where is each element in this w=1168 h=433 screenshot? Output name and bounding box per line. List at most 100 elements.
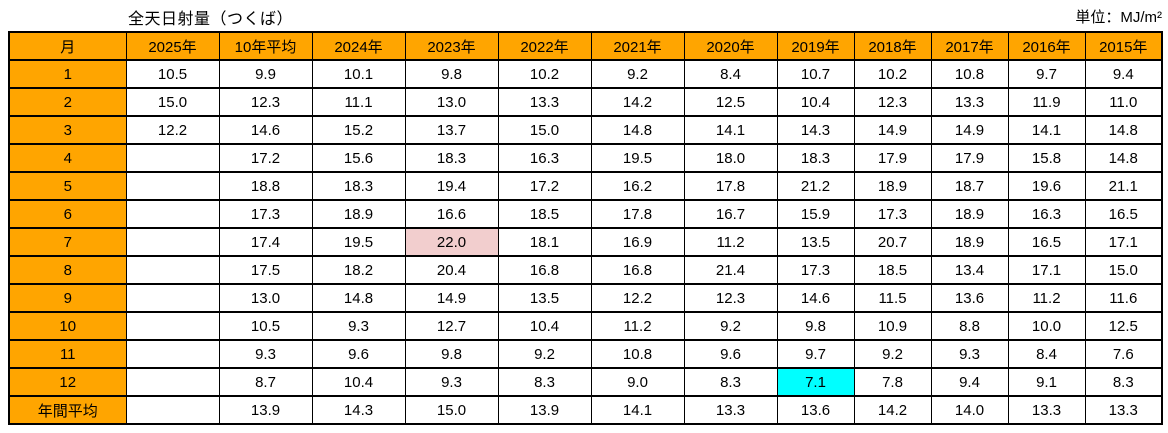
table-cell [125,367,220,397]
table-cell: 10.4 [311,367,406,397]
table-cell: 9.0 [590,367,685,397]
table-cell: 15.6 [311,143,406,173]
unit-label: 単位：MJ/m² [1075,9,1162,26]
table-row: 6 17.3 18.9 16.6 18.5 17.8 16.7 15.9 17.3 18.9 16.… [8,199,1163,229]
table-cell: 20.4 [404,255,499,285]
column-header: 2021年 [590,31,685,61]
row-label: 年間平均 [8,395,127,425]
table-cell: 13.0 [218,283,313,313]
table-cell: 19.6 [1007,171,1086,201]
row-label: 5 [8,171,127,201]
table-cell: 12.7 [404,311,499,341]
table-cell: 17.8 [590,199,685,229]
table-cell: 17.9 [853,143,932,173]
table-cell: 10.4 [497,311,592,341]
row-label: 4 [8,143,127,173]
table-cell: 9.2 [683,311,778,341]
table-cell: 9.3 [311,311,406,341]
table-row: 7 17.4 19.5 22.0 18.1 16.9 11.2 13.5 20.7 18.9 16.… [8,227,1163,257]
table-row: 10 10.5 9.3 12.7 10.4 11.2 9.2 9.8 10.9 8.8 10.0 12… [8,311,1163,341]
table-cell: 13.7 [404,115,499,145]
table-cell: 19.5 [590,143,685,173]
table-cell: 9.8 [404,59,499,89]
table-cell: 9.6 [683,339,778,369]
table-cell: 16.3 [497,143,592,173]
page-title: 全天日射量（つくば） [128,11,294,28]
table-cell: 11.0 [1084,87,1163,117]
table-cell: 18.0 [683,143,778,173]
row-label: 3 [8,115,127,145]
table-cell: 14.1 [683,115,778,145]
table-cell: 14.9 [853,115,932,145]
table-cell: 12.2 [590,283,685,313]
column-header: 月 [8,31,127,61]
table-cell: 13.0 [404,87,499,117]
table-cell: 14.9 [930,115,1009,145]
column-header: 2025年 [125,31,220,61]
table-cell: 11.2 [1007,283,1086,313]
table-cell: 9.2 [853,339,932,369]
table-cell: 11.5 [853,283,932,313]
table-cell: 16.8 [497,255,592,285]
table-cell [125,199,220,229]
table-cell [125,171,220,201]
table-cell: 16.5 [1084,199,1163,229]
table-cell [125,143,220,173]
table-cell: 17.3 [776,255,855,285]
table-cell: 16.9 [590,227,685,257]
table-cell: 9.7 [1007,59,1086,89]
column-header: 10年平均 [218,31,313,61]
table-cell: 13.5 [497,283,592,313]
table-cell [125,227,220,257]
table-cell: 12.2 [125,115,220,145]
table-cell: 9.6 [311,339,406,369]
table-cell: 10.9 [853,311,932,341]
table-cell: 18.2 [311,255,406,285]
table-cell: 14.8 [311,283,406,313]
table-cell: 22.0 [404,227,499,257]
table-cell: 8.4 [1007,339,1086,369]
table-row: 5 18.8 18.3 19.4 17.2 16.2 17.8 21.2 18.9 18.7 19.… [8,171,1163,201]
table-cell: 15.2 [311,115,406,145]
table-cell: 17.9 [930,143,1009,173]
table-cell: 18.3 [776,143,855,173]
table-body: 1 10.5 9.9 10.1 9.8 10.2 9.2 8.4 10.7 10.2 10.8 9.7… [8,59,1163,425]
table-cell: 9.7 [776,339,855,369]
table-cell [125,339,220,369]
table-cell: 10.1 [311,59,406,89]
table-cell: 21.1 [1084,171,1163,201]
table-cell: 14.9 [404,283,499,313]
table-cell: 13.6 [930,283,1009,313]
table-cell: 9.9 [218,59,313,89]
table-cell: 17.5 [218,255,313,285]
table-cell: 9.3 [404,367,499,397]
table-cell [125,395,220,425]
table-cell: 18.9 [930,227,1009,257]
table-cell: 11.9 [1007,87,1086,117]
row-label: 7 [8,227,127,257]
table-row: 1 10.5 9.9 10.1 9.8 10.2 9.2 8.4 10.7 10.2 10.8 9.7… [8,59,1163,89]
column-header: 2020年 [683,31,778,61]
table-cell: 15.8 [1007,143,1086,173]
table-cell: 15.9 [776,199,855,229]
table-cell [125,255,220,285]
table-row: 12 8.7 10.4 9.3 8.3 9.0 8.3 7.1 7.8 9.4 9.1 8.3 [8,367,1163,397]
table-cell: 18.5 [497,199,592,229]
table-cell: 14.3 [311,395,406,425]
table-cell: 13.5 [776,227,855,257]
table-cell: 10.2 [853,59,932,89]
row-label: 10 [8,311,127,341]
row-label: 9 [8,283,127,313]
table-cell: 17.1 [1007,255,1086,285]
table-cell: 14.8 [1084,143,1163,173]
table-cell: 7.8 [853,367,932,397]
table-cell: 10.0 [1007,311,1086,341]
table-cell: 9.8 [404,339,499,369]
table-cell: 9.2 [497,339,592,369]
row-label: 11 [8,339,127,369]
table-cell: 10.7 [776,59,855,89]
table-cell: 17.2 [218,143,313,173]
table-cell: 19.5 [311,227,406,257]
table-cell: 18.7 [930,171,1009,201]
